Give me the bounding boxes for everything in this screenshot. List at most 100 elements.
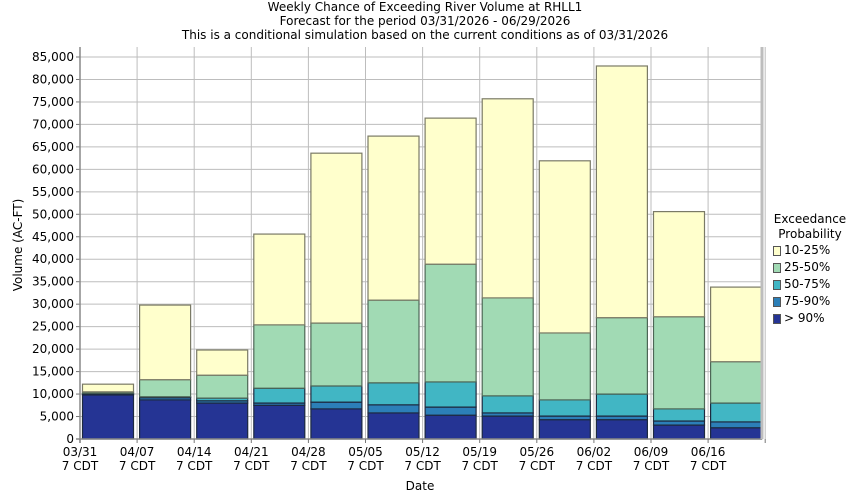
y-tick-label: 60,000 <box>32 162 74 176</box>
y-tick-label: 85,000 <box>32 50 74 64</box>
legend: Exceedance Probability 10-25% 25-50% 50-75… <box>770 212 850 327</box>
y-tick-label: 15,000 <box>32 365 74 379</box>
bar-segment-75-90-05-12 <box>424 406 477 416</box>
bar-segment-10-25-04-28 <box>310 152 363 324</box>
legend-item: 10-25% <box>773 242 850 259</box>
x-tick-label-time: 7 CDT <box>233 459 270 473</box>
bar-segment-25-50-04-21 <box>253 324 306 389</box>
x-tick-label-date: 06/16 <box>691 445 726 459</box>
bar-segment-10-25-06-02 <box>595 65 649 319</box>
y-tick-label: 55,000 <box>32 185 74 199</box>
legend-swatch <box>773 245 781 256</box>
x-tick-label-date: 04/28 <box>291 445 326 459</box>
bar-segment-25-50-05-19 <box>481 297 534 397</box>
x-tick-label-time: 7 CDT <box>461 459 498 473</box>
x-tick-label-date: 04/07 <box>120 445 155 459</box>
x-tick-label-time: 7 CDT <box>690 459 727 473</box>
y-tick-label: 50,000 <box>32 207 74 221</box>
bar-segment-90-04-21 <box>253 404 306 440</box>
legend-item: > 90% <box>773 310 850 327</box>
y-tick-label: 20,000 <box>32 342 74 356</box>
bar-segment-25-50-05-26 <box>538 332 591 401</box>
bar-segment-25-50-05-12 <box>424 263 477 383</box>
bar-segment-90-04-07 <box>139 399 192 440</box>
y-tick-label: 80,000 <box>32 72 74 86</box>
x-tick-label-date: 06/09 <box>634 445 669 459</box>
bar-segment-75-90-04-28 <box>310 401 363 410</box>
bar-segment-25-50-06-09 <box>652 316 706 410</box>
bar-segment-25-50-06-02 <box>595 317 649 395</box>
legend-item: 50-75% <box>773 276 850 293</box>
bar-segment-10-25-04-14 <box>196 349 249 376</box>
bar-segment-75-90-06-16 <box>709 421 763 429</box>
x-tick-label-date: 04/14 <box>177 445 212 459</box>
bar-segment-10-25-05-19 <box>481 98 534 299</box>
bar-segment-10-25-04-07 <box>139 304 192 381</box>
bar-segment-50-75-05-12 <box>424 381 477 408</box>
bar-segment-90-04-14 <box>196 402 249 440</box>
bar-segment-90-05-26 <box>538 419 591 440</box>
bar-segment-75-90-06-09 <box>652 420 706 426</box>
bar-segment-10-25-05-26 <box>538 160 591 334</box>
bar-segment-10-25-04-21 <box>253 233 306 326</box>
x-tick-label-time: 7 CDT <box>176 459 213 473</box>
legend-label: 25-50% <box>784 260 831 274</box>
bar-segment-50-75-04-28 <box>310 385 363 403</box>
x-tick-label-date: 06/02 <box>577 445 612 459</box>
legend-title-line2: Probability <box>778 227 842 241</box>
bar-segment-10-25-06-16 <box>709 286 763 363</box>
y-tick-label: 10,000 <box>32 387 74 401</box>
bar-segment-25-50-04-14 <box>196 374 249 399</box>
bar-segment-50-75-06-09 <box>652 408 706 422</box>
x-axis-label: Date <box>406 479 435 493</box>
bar-segment-25-50-05-05 <box>367 299 420 384</box>
legend-label: 10-25% <box>784 243 831 257</box>
bar-segment-90-05-05 <box>367 412 420 440</box>
bar-segment-90-06-02 <box>595 419 649 440</box>
x-tick-label-time: 7 CDT <box>404 459 441 473</box>
legend-swatch <box>773 262 781 273</box>
x-tick-label-time: 7 CDT <box>290 459 327 473</box>
y-tick-label: 45,000 <box>32 230 74 244</box>
legend-label: 50-75% <box>784 277 831 291</box>
bar-segment-50-75-06-16 <box>709 402 763 423</box>
plot-area <box>80 47 762 439</box>
bar-segment-50-75-05-26 <box>538 399 591 417</box>
bar-segment-10-25-05-12 <box>424 117 477 265</box>
x-tick-label-date: 05/12 <box>405 445 440 459</box>
y-tick-label: 65,000 <box>32 140 74 154</box>
bar-segment-90-06-16 <box>709 427 763 440</box>
legend-label: > 90% <box>784 311 825 325</box>
x-tick-label-time: 7 CDT <box>519 459 556 473</box>
y-tick-label: 0 <box>66 432 74 446</box>
bar-segment-10-25-06-09 <box>652 210 706 318</box>
y-tick-label: 35,000 <box>32 275 74 289</box>
bar-segment-90-05-19 <box>481 415 534 440</box>
legend-title-line1: Exceedance <box>773 212 847 226</box>
y-tick-label: 40,000 <box>32 252 74 266</box>
y-tick-label: 70,000 <box>32 117 74 131</box>
x-tick-label-date: 04/21 <box>234 445 269 459</box>
legend-label: 75-90% <box>784 294 831 308</box>
bar-segment-50-75-05-19 <box>481 395 534 414</box>
bar-segment-10-25-03-31 <box>81 383 135 393</box>
x-tick-label-time: 7 CDT <box>347 459 384 473</box>
bar-segment-25-50-04-28 <box>310 322 363 387</box>
legend-item: 75-90% <box>773 293 850 310</box>
bar-segment-90-06-09 <box>652 424 706 440</box>
x-tick-label-date: 03/31 <box>63 445 98 459</box>
legend-item: 25-50% <box>773 259 850 276</box>
bar-segment-25-50-04-07 <box>139 379 192 398</box>
legend-swatch <box>773 313 781 324</box>
bar-segment-90-03-31 <box>81 394 135 440</box>
bar-segment-50-75-05-05 <box>367 382 420 406</box>
x-tick-label-date: 05/05 <box>348 445 383 459</box>
y-tick-label: 75,000 <box>32 95 74 109</box>
bar-segment-10-25-05-05 <box>367 135 420 301</box>
y-axis-label: Volume (AC-FT) <box>11 199 25 292</box>
chart-subtitle-period: Forecast for the period 03/31/2026 - 06/… <box>279 14 571 28</box>
legend-swatch <box>773 279 781 290</box>
bar-segment-75-90-05-05 <box>367 404 420 414</box>
bar-segment-50-75-04-21 <box>253 387 306 404</box>
